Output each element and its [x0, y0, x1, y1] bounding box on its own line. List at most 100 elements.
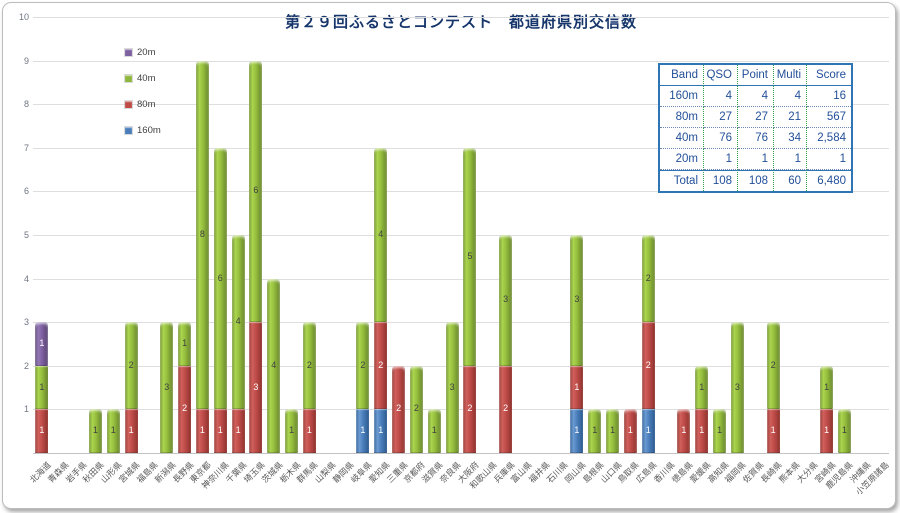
table-cell: Total: [660, 170, 704, 191]
bar-segment-value: 2: [770, 359, 776, 370]
bar-segment-value: 1: [574, 381, 580, 392]
bar-segment-value: 1: [574, 425, 580, 436]
bar-segment-80m: 1: [677, 409, 691, 453]
legend-label: 80m: [137, 98, 156, 110]
bar-segment-40m: 6: [249, 60, 263, 323]
bar-segment-value: 4: [378, 228, 384, 239]
table-cell: 160m: [660, 86, 704, 107]
bar-segment-40m: 3: [570, 235, 584, 366]
bar-segment-40m: 1: [106, 409, 120, 453]
table-cell: 6,480: [807, 170, 851, 191]
bar-segment-40m: 1: [695, 365, 709, 410]
table-cell: 34: [774, 128, 807, 149]
y-axis-label: 6: [23, 186, 29, 197]
bar-segment-80m: 1: [124, 409, 138, 453]
table-cell: 4: [738, 86, 774, 107]
table-cell: 1: [774, 149, 807, 170]
bar-segment-80m: 2: [641, 322, 655, 410]
legend-label: 40m: [137, 72, 156, 84]
bar-segment-80m: 1: [820, 409, 834, 453]
bar-segment-value: 1: [681, 425, 687, 436]
bar-segment-40m: 8: [195, 60, 209, 410]
y-axis-label: 4: [23, 273, 29, 284]
y-axis-label: 7: [23, 142, 29, 153]
table-cell: 108: [704, 170, 738, 191]
y-axis-label: 1: [23, 404, 29, 415]
table-cell: 80m: [660, 107, 704, 128]
y-axis-label: 5: [23, 230, 29, 240]
bar-segment-value: 1: [824, 381, 830, 392]
y-axis-label: 9: [23, 55, 29, 66]
bar-segment-40m: 4: [267, 278, 281, 453]
bar-segment-160m: 1: [356, 409, 370, 453]
bar-segment-80m: 2: [374, 322, 388, 410]
bar-segment-value: 1: [92, 425, 98, 436]
bar-segment-value: 1: [645, 425, 651, 436]
chart-title: 第２９回ふるさとコンテスト 都道府県別交信数: [284, 14, 637, 31]
bar-segment-80m: 1: [766, 409, 780, 453]
table-cell: Multi: [774, 65, 807, 86]
bar-segment-value: 6: [253, 185, 259, 196]
bar-segment-value: 1: [217, 425, 223, 436]
bar-segment-value: 1: [306, 425, 312, 436]
x-axis-line: [33, 453, 889, 454]
bar-segment-40m: 1: [713, 409, 727, 453]
table-cell: 567: [807, 107, 851, 128]
table-cell: 4: [704, 86, 738, 107]
bar-segment-value: 1: [128, 425, 134, 436]
bar-segment-value: 4: [271, 359, 277, 370]
bar-segment-40m: 1: [820, 365, 834, 410]
bar-segment-value: 2: [503, 403, 509, 414]
bar-segment-value: 2: [645, 359, 651, 370]
bar-segment-value: 3: [734, 381, 740, 392]
table-cell: 16: [807, 86, 851, 107]
bar-segment-value: 1: [699, 381, 705, 392]
bar-segment-value: 5: [467, 250, 473, 261]
table-cell: 27: [704, 107, 738, 128]
table-cell: QSO: [704, 65, 738, 86]
gridline: [33, 322, 889, 324]
bar-segment-40m: 6: [213, 147, 227, 410]
gridline: [33, 409, 889, 411]
bar-segment-value: 6: [217, 272, 223, 283]
bar-segment-value: 1: [39, 425, 45, 436]
table-cell: 1: [738, 149, 774, 170]
legend-swatch-icon: [125, 74, 132, 82]
bar-segment-value: 2: [182, 403, 188, 414]
bar-segment-value: 1: [592, 425, 598, 436]
table-cell: Band: [660, 65, 704, 86]
bar-segment-value: 1: [627, 425, 633, 436]
bar-segment-value: 1: [199, 425, 205, 436]
bar-segment-value: 2: [645, 272, 651, 283]
table-cell: 4: [774, 86, 807, 107]
bar-segment-value: 1: [378, 425, 384, 436]
bar-segment-value: 3: [449, 381, 455, 392]
bar-segment-80m: 3: [249, 322, 263, 453]
bar-segment-value: 1: [110, 425, 116, 436]
bar-segment-value: 2: [306, 359, 312, 370]
bar-segment-40m: 4: [231, 235, 245, 410]
legend-swatch-icon: [125, 126, 132, 134]
bar-segment-value: 1: [289, 425, 295, 436]
legend-swatch-icon: [125, 100, 132, 108]
legend-label: 160m: [137, 124, 161, 136]
table-cell: 108: [738, 170, 774, 191]
bar-segment-80m: 1: [623, 409, 637, 453]
bar-segment-40m: 4: [374, 147, 388, 323]
bar-segment-40m: 2: [641, 235, 655, 323]
table-cell: 40m: [660, 128, 704, 149]
bar-segment-80m: 2: [392, 365, 406, 453]
bar-segment-40m: 2: [124, 322, 138, 410]
bar-segment-value: 3: [253, 381, 259, 392]
bar-segment-40m: 2: [356, 322, 370, 410]
gridline: [33, 147, 889, 149]
table-cell: 1: [704, 149, 738, 170]
table-cell: 60: [774, 170, 807, 191]
bar-segment-value: 3: [164, 381, 170, 392]
bar-segment-80m: 1: [302, 409, 316, 453]
bar-segment-40m: 1: [35, 365, 49, 410]
table-cell: Score: [807, 65, 851, 86]
bar-segment-value: 1: [39, 381, 45, 392]
table-cell: 20m: [660, 149, 704, 170]
